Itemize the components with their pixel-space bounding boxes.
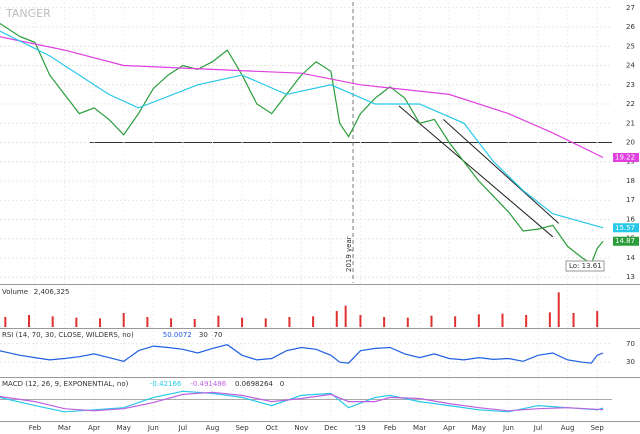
x-tick-label: May [472,424,486,432]
channel-line [398,105,554,238]
y-tick-label: 26 [626,23,635,31]
x-tick-label: '19 [355,424,366,432]
panel-reading: 2,406,325 [34,288,70,296]
volume-bar [264,318,267,327]
volume-bar [406,317,409,327]
volume-bar [122,313,125,327]
volume-bar [51,316,54,327]
panel-title: RSI (14, 70, 30, CLOSE, WILDERS, no) [2,331,134,339]
y-tick-label: 21 [626,119,635,127]
volume-bar [170,318,173,327]
volume-bar [4,317,7,327]
series-line [0,344,604,364]
panel-reading: 0.0698264 [235,380,273,388]
price-tag [613,236,639,246]
y-tick-label: 14 [626,254,635,262]
volume-bar [335,311,338,327]
panel-reading: 70 [214,331,223,339]
y-tick-label: 27 [626,4,635,12]
x-tick-label: Jun [502,424,514,432]
price-tag-label: 19.22 [615,154,635,162]
y-tick-label: 24 [626,62,635,70]
x-tick-label: Nov [294,424,308,432]
panel-reading: 0 [280,380,284,388]
volume-bar [28,315,31,327]
series-line [0,22,604,265]
volume-bar [548,312,551,327]
volume-bar [383,317,386,327]
volume-bar [344,305,347,327]
volume-bar [193,319,196,327]
y-tick-label: 18 [626,177,635,185]
y-tick-label: 13 [626,273,635,281]
lo-label: Lo: 13.61 [569,262,602,270]
y-tick-label: 70 [626,340,635,348]
panel-reading: -0.42166 [150,380,182,388]
volume-bar [241,317,244,327]
price-tag-label: 15.57 [615,224,635,232]
x-tick-label: Sep [591,424,605,432]
panel-reading: 50.0072 [163,331,192,339]
y-tick-label: 16 [626,215,635,223]
volume-bar [454,316,457,327]
volume-bar [75,317,78,327]
x-tick-label: May [116,424,130,432]
x-tick-label: Aug [561,424,575,432]
volume-bar [477,314,480,327]
x-tick-label: Feb [384,424,397,432]
panel-reading: 30 [199,331,208,339]
year-label: 2019 year [345,236,353,272]
x-tick-label: Mar [58,424,71,432]
panel-title: MACD (12, 26, 9, EXPONENTIAL, no) [2,380,129,388]
x-tick-label: Sep [235,424,249,432]
volume-bar [557,292,560,327]
price-tag-label: 14.87 [615,237,635,245]
series-line [0,36,604,159]
volume-bar [430,315,433,327]
y-tick-label: 22 [626,100,635,108]
price-tag [613,223,639,233]
volume-bar [99,318,102,327]
volume-bar [572,313,575,327]
watermark: TANGER [5,7,51,20]
x-tick-label: Feb [29,424,42,432]
y-tick-label: 30 [626,358,635,366]
volume-bar [217,315,220,327]
volume-bar [501,313,504,327]
series-line [0,30,604,229]
volume-bar [596,310,599,327]
series-line [0,391,604,412]
x-tick-label: Jul [178,424,188,432]
volume-bar [359,315,362,327]
channel-line [442,119,560,224]
volume-bar [288,317,291,327]
y-tick-label: 23 [626,81,635,89]
y-tick-label: 25 [626,42,635,50]
volume-bar [146,317,149,327]
x-tick-label: Apr [88,424,100,432]
volume-bar [312,316,315,327]
lo-box [565,260,605,272]
x-tick-label: Mar [413,424,426,432]
panel-reading: -0.491486 [190,380,226,388]
price-tag [613,153,639,163]
y-tick-label: 20 [626,139,635,147]
x-tick-label: Oct [266,424,278,432]
x-tick-label: Apr [443,424,455,432]
x-tick-label: Jun [147,424,159,432]
y-tick-label: 17 [626,196,635,204]
x-tick-label: Aug [206,424,220,432]
volume-bar [525,315,528,327]
panel-title: Volume [2,288,28,296]
x-tick-label: Dec [324,424,338,432]
x-tick-label: Jul [533,424,543,432]
